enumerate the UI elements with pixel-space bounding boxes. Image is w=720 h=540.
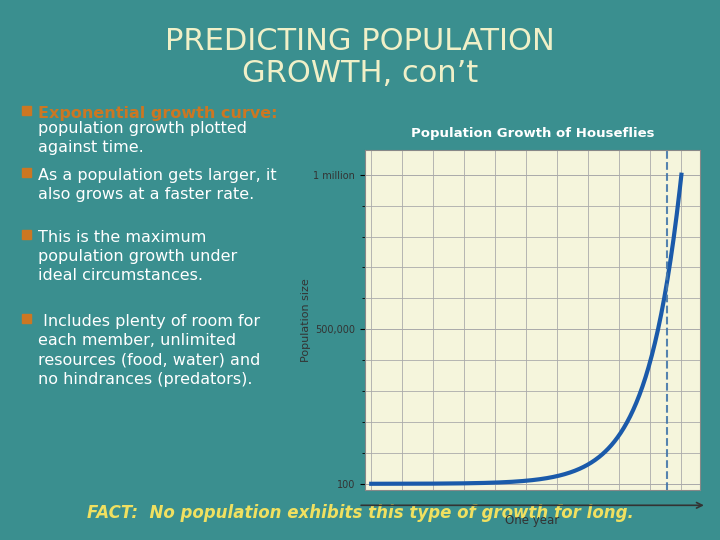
Text: GROWTH, con’t: GROWTH, con’t (242, 59, 478, 89)
Text: This is the maximum
population growth under
ideal circumstances.: This is the maximum population growth un… (38, 230, 238, 284)
Bar (22, 230, 31, 239)
Text: population growth plotted
against time.: population growth plotted against time. (38, 121, 247, 155)
Text: One year: One year (505, 514, 559, 527)
Text: As a population gets larger, it
also grows at a faster rate.: As a population gets larger, it also gro… (38, 168, 276, 202)
Y-axis label: Population size: Population size (301, 278, 310, 362)
Text: Population Growth of Houseflies: Population Growth of Houseflies (410, 127, 654, 140)
Text: Exponential growth curve:: Exponential growth curve: (38, 106, 277, 121)
Text: FACT:  No population exhibits this type of growth for long.: FACT: No population exhibits this type o… (86, 504, 634, 522)
Bar (22, 314, 31, 323)
Text: PREDICTING POPULATION: PREDICTING POPULATION (165, 28, 555, 57)
Text: Includes plenty of room for
each member, unlimited
resources (food, water) and
n: Includes plenty of room for each member,… (38, 314, 261, 387)
Bar (22, 106, 31, 115)
Bar (22, 168, 31, 177)
